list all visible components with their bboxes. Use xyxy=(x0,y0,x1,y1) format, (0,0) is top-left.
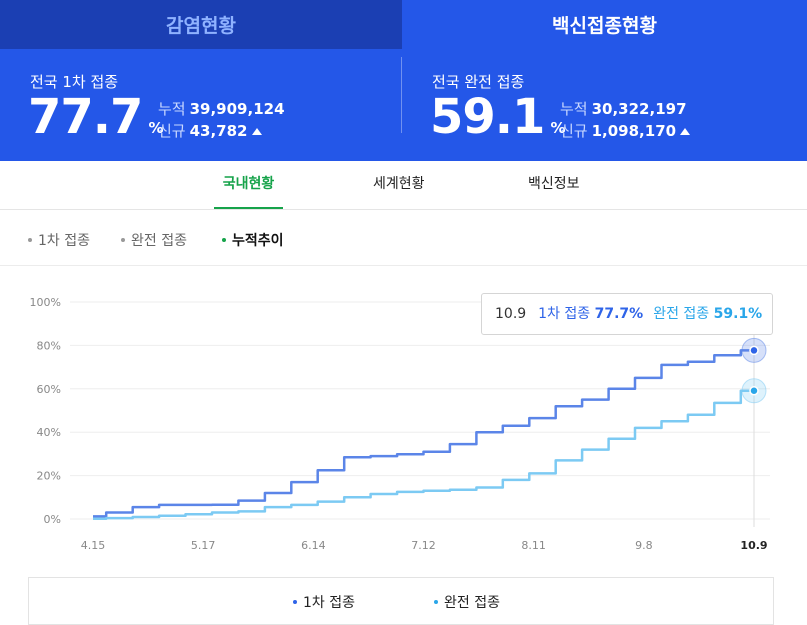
bullet-icon xyxy=(222,238,226,242)
tooltip-date: 10.9 xyxy=(495,306,527,322)
first-dose-label: 전국 1차 접종 xyxy=(30,73,119,91)
stats-panel: 전국 1차 접종 77.7% 누적 39,909,124 신규 43,782 전국 … xyxy=(0,49,807,161)
y-tick-label: 0% xyxy=(44,513,61,526)
filter-cumulative-trend[interactable]: 누적추이 xyxy=(222,230,284,250)
full-dose-unit: % xyxy=(550,119,565,137)
series-line-2 xyxy=(93,389,754,521)
full-dose-details: 누적 30,322,197 신규 1,098,170 xyxy=(560,98,691,142)
highlight-point xyxy=(749,345,759,356)
full-dose-value: 59.1 xyxy=(430,89,545,145)
x-tick-label: 4.15 xyxy=(81,539,106,552)
first-dose-stat: 전국 1차 접종 77.7% 누적 39,909,124 신규 43,782 xyxy=(0,49,402,161)
tooltip-series1-value: 77.7% xyxy=(594,306,644,322)
x-tick-label: 6.14 xyxy=(301,539,326,552)
y-tick-label: 100% xyxy=(30,296,61,309)
full-dose-stat: 전국 완전 접종 59.1% 누적 30,322,197 신규 1,098,170 xyxy=(402,49,804,161)
stats-divider xyxy=(401,57,402,133)
full-dose-label: 전국 완전 접종 xyxy=(432,73,525,91)
bullet-icon xyxy=(28,238,32,242)
filter-cumulative-label: 누적추이 xyxy=(232,233,284,249)
full-cumulative-value: 30,322,197 xyxy=(591,100,687,118)
legend-full-dose[interactable]: 완전 접종 xyxy=(434,592,500,612)
filter-first-dose-label: 1차 접종 xyxy=(38,233,90,249)
tooltip-series2: 완전 접종 59.1% xyxy=(653,306,762,322)
first-dose-unit: % xyxy=(148,119,163,137)
first-dose-details: 누적 39,909,124 신규 43,782 xyxy=(158,98,285,142)
increase-triangle-icon xyxy=(251,128,262,135)
legend-full-dose-label: 완전 접종 xyxy=(444,595,500,611)
chart-filter-bar: 1차 접종 완전 접종 누적추이 xyxy=(0,210,807,266)
x-tick-label: 5.17 xyxy=(191,539,216,552)
legend-first-dose[interactable]: 1차 접종 xyxy=(293,592,355,612)
tab-vaccine-info[interactable]: 백신정보 xyxy=(528,176,580,192)
x-tick-label: 9.8 xyxy=(635,539,653,552)
filter-full-dose-label: 완전 접종 xyxy=(131,233,187,249)
first-new-label: 신규 xyxy=(158,122,186,140)
x-tick-label: 7.12 xyxy=(411,539,436,552)
filter-full-dose[interactable]: 완전 접종 xyxy=(121,230,187,250)
legend-dot-icon xyxy=(293,600,297,604)
tooltip-series1-label: 1차 접종 xyxy=(538,306,591,322)
y-tick-label: 20% xyxy=(37,470,61,483)
highlight-point xyxy=(749,386,759,396)
x-tick-label: 10.9 xyxy=(740,539,767,552)
y-tick-label: 60% xyxy=(37,383,61,396)
tab-domestic[interactable]: 국내현황 xyxy=(214,161,283,209)
cumulative-vaccination-chart[interactable]: 0% 20% 40% 60% 80% 100% 4.15 5.17 6.14 7.12 8.11 9.… xyxy=(0,265,807,565)
chart-tooltip: 10.9 1차 접종 77.7% 완전 접종 59.1% xyxy=(481,293,773,335)
first-dose-percent: 77.7% xyxy=(28,89,163,156)
filter-first-dose[interactable]: 1차 접종 xyxy=(28,230,90,250)
y-tick-label: 80% xyxy=(37,339,61,352)
series-line-1 xyxy=(93,349,754,518)
full-cumulative-label: 누적 xyxy=(560,100,588,118)
first-new-value: 43,782 xyxy=(189,122,248,140)
full-dose-percent: 59.1% xyxy=(430,89,565,156)
first-dose-value: 77.7 xyxy=(28,89,143,145)
first-cumulative-value: 39,909,124 xyxy=(189,100,285,118)
full-new-label: 신규 xyxy=(560,122,588,140)
tab-world[interactable]: 세계현황 xyxy=(373,176,425,192)
legend-first-dose-label: 1차 접종 xyxy=(303,595,355,611)
tooltip-series2-value: 59.1% xyxy=(713,306,763,322)
increase-triangle-icon xyxy=(680,128,691,135)
tooltip-series1: 1차 접종 77.7% xyxy=(538,306,643,322)
sub-tab-bar: 국내현황 세계현황 백신정보 xyxy=(0,161,807,210)
tooltip-series2-label: 완전 접종 xyxy=(653,306,710,322)
y-tick-label: 40% xyxy=(37,426,61,439)
tab-infection-status[interactable]: 감염현황 xyxy=(0,0,402,49)
tab-vaccination-status[interactable]: 백신접종현황 xyxy=(402,0,807,49)
first-cumulative-label: 누적 xyxy=(158,100,186,118)
chart-legend: 1차 접종 완전 접종 xyxy=(28,577,774,625)
top-tab-bar: 감염현황 백신접종현황 xyxy=(0,0,807,49)
x-tick-label: 8.11 xyxy=(521,539,546,552)
bullet-icon xyxy=(121,238,125,242)
full-new-value: 1,098,170 xyxy=(591,122,677,140)
legend-dot-icon xyxy=(434,600,438,604)
